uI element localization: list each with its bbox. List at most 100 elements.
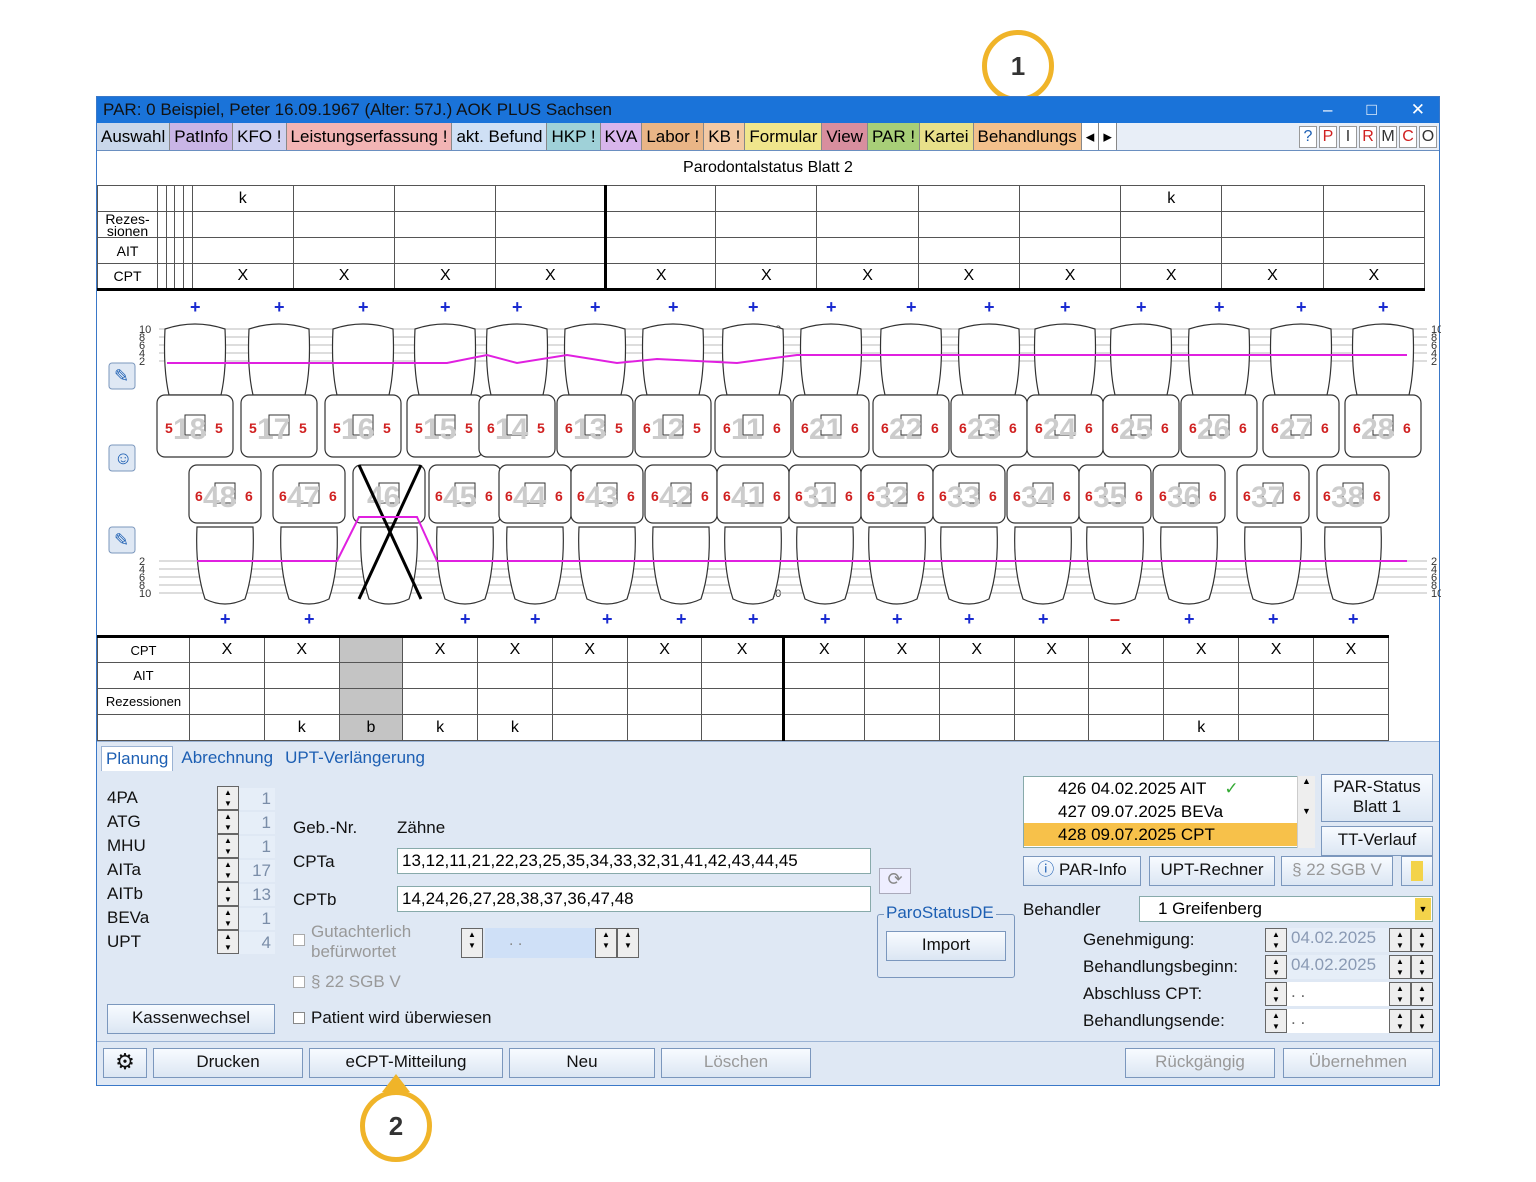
lower-cell[interactable]: X: [1013, 636, 1090, 663]
lower-cell[interactable]: [626, 688, 703, 715]
upper-cell[interactable]: [1322, 185, 1426, 212]
date-value[interactable]: . .: [1287, 982, 1389, 1006]
upper-cell[interactable]: [1120, 211, 1223, 238]
upper-cell[interactable]: X: [495, 263, 607, 290]
upper-cell[interactable]: [604, 237, 717, 264]
lower-cell[interactable]: k: [263, 714, 340, 741]
upper-cell[interactable]: [292, 185, 396, 212]
lower-cell[interactable]: [263, 662, 340, 689]
lower-cell[interactable]: [402, 662, 478, 689]
lower-cell[interactable]: [626, 662, 703, 689]
date-spinner-right[interactable]: ▲ ▼: [1389, 1009, 1411, 1033]
gutachterlich-checkbox[interactable]: [293, 934, 305, 946]
tab-11[interactable]: PAR !: [867, 123, 921, 150]
date-spinner-right[interactable]: ▲ ▼: [1389, 955, 1411, 979]
tab-10[interactable]: View: [822, 123, 868, 150]
tab-scroll-right-icon[interactable]: ▸: [1099, 123, 1117, 150]
upper-cell[interactable]: [157, 211, 167, 238]
upper-cell[interactable]: [157, 237, 167, 264]
date-value[interactable]: . .: [1287, 1009, 1389, 1033]
lower-cell[interactable]: [781, 662, 865, 689]
lower-cell[interactable]: [781, 688, 865, 715]
tab-upt-verlaengerung[interactable]: UPT-Verlängerung: [285, 748, 425, 767]
lower-cell[interactable]: [551, 662, 628, 689]
lower-cell[interactable]: [189, 662, 265, 689]
upper-cell[interactable]: [174, 263, 184, 290]
toolbar-letter-3[interactable]: R: [1359, 125, 1377, 148]
counter-value[interactable]: 1: [239, 812, 275, 834]
drucken-button[interactable]: Drucken: [153, 1048, 303, 1078]
counter-spinner[interactable]: ▲ ▼: [217, 858, 239, 882]
upper-cell[interactable]: [394, 237, 497, 264]
upper-cell[interactable]: [183, 211, 193, 238]
date-spinner-right[interactable]: ▲ ▼: [1411, 928, 1433, 952]
upper-cell[interactable]: [165, 237, 176, 264]
upper-cell[interactable]: [157, 185, 167, 212]
par-info-button[interactable]: ⓘ PAR-Info: [1023, 856, 1141, 886]
lower-cell[interactable]: [626, 714, 703, 741]
counter-spinner[interactable]: ▲ ▼: [217, 786, 239, 810]
lower-cell[interactable]: [1088, 662, 1165, 689]
maximize-icon[interactable]: □: [1366, 100, 1377, 119]
minimize-icon[interactable]: –: [1323, 100, 1333, 119]
lower-cell[interactable]: [781, 714, 865, 741]
upper-cell[interactable]: [917, 211, 1020, 238]
upper-cell[interactable]: [1221, 211, 1324, 238]
close-icon[interactable]: ✕: [1410, 100, 1425, 119]
ecpt-mitteilung-button[interactable]: eCPT-Mitteilung: [309, 1048, 503, 1078]
lower-cell[interactable]: X: [1312, 636, 1390, 663]
date-spin-right-b[interactable]: ▲ ▼: [617, 928, 639, 958]
upper-cell[interactable]: [495, 185, 607, 212]
lower-cell[interactable]: b: [338, 714, 404, 741]
date-spinner-right[interactable]: ▲ ▼: [1411, 982, 1433, 1006]
upper-cell[interactable]: k: [191, 185, 294, 212]
lower-cell[interactable]: [701, 714, 784, 741]
lower-cell[interactable]: X: [626, 636, 703, 663]
upper-cell[interactable]: X: [394, 263, 497, 290]
lower-cell[interactable]: [701, 688, 784, 715]
counter-spinner[interactable]: ▲ ▼: [217, 834, 239, 858]
upper-cell[interactable]: [183, 185, 193, 212]
upper-cell[interactable]: [174, 211, 184, 238]
lower-cell[interactable]: [551, 688, 628, 715]
upper-cell[interactable]: k: [1120, 185, 1223, 212]
lower-cell[interactable]: X: [701, 636, 784, 663]
import-button[interactable]: Import: [886, 931, 1006, 961]
toolbar-letter-2[interactable]: I: [1339, 125, 1357, 148]
upper-cell[interactable]: X: [1018, 263, 1122, 290]
upper-cell[interactable]: [191, 211, 294, 238]
lower-cell[interactable]: k: [1163, 714, 1240, 741]
date-value[interactable]: 04.02.2025: [1287, 955, 1389, 979]
lower-cell[interactable]: [1013, 714, 1090, 741]
lower-cell[interactable]: [863, 662, 940, 689]
upper-cell[interactable]: [715, 185, 818, 212]
lower-cell[interactable]: X: [781, 636, 865, 663]
gear-icon[interactable]: ⚙: [103, 1048, 147, 1078]
upper-cell[interactable]: [292, 237, 396, 264]
upper-cell[interactable]: X: [816, 263, 919, 290]
upper-cell[interactable]: X: [1120, 263, 1223, 290]
tab-8[interactable]: KB !: [704, 123, 746, 150]
lower-cell[interactable]: [263, 688, 340, 715]
date-spinner-right[interactable]: ▲ ▼: [1411, 1009, 1433, 1033]
counter-value[interactable]: 4: [239, 932, 275, 954]
lower-cell[interactable]: k: [477, 714, 553, 741]
lower-cell[interactable]: X: [402, 636, 478, 663]
lower-cell[interactable]: [701, 662, 784, 689]
counter-value[interactable]: 1: [239, 836, 275, 858]
upper-cell[interactable]: [1221, 185, 1324, 212]
upper-cell[interactable]: X: [292, 263, 396, 290]
tab-5[interactable]: HKP !: [547, 123, 601, 150]
uebernehmen-button[interactable]: Übernehmen: [1283, 1048, 1433, 1078]
toolbar-letter-5[interactable]: C: [1399, 125, 1417, 148]
upper-cell[interactable]: [174, 237, 184, 264]
date-spin-right-a[interactable]: ▲ ▼: [595, 928, 617, 958]
upper-cell[interactable]: [604, 211, 717, 238]
counter-value[interactable]: 17: [239, 860, 275, 882]
lower-cell[interactable]: X: [477, 636, 553, 663]
upt-rechner-button[interactable]: UPT-Rechner: [1149, 856, 1275, 886]
toolbar-letter-4[interactable]: M: [1379, 125, 1397, 148]
upper-cell[interactable]: [292, 211, 396, 238]
lower-cell[interactable]: X: [938, 636, 1015, 663]
upper-cell[interactable]: [1018, 211, 1122, 238]
